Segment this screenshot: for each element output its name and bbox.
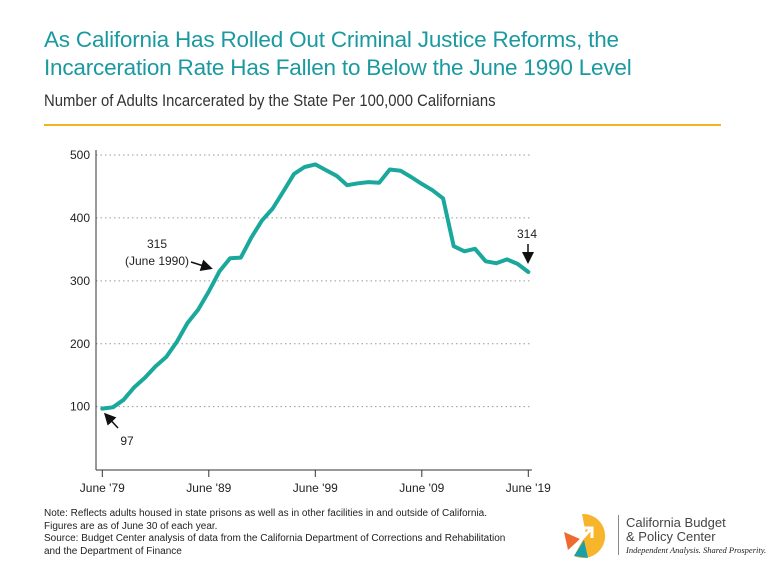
y-tick-label: 200 [70,337,90,351]
annotation-label: (June 1990) [125,254,189,268]
x-tick-label: June '99 [293,481,338,495]
x-tick-label: June '79 [80,481,125,495]
chart-title: As California Has Rolled Out Criminal Ju… [44,27,632,80]
annotation-label: 315 [147,237,167,251]
annotation-label: 97 [120,434,134,448]
y-tick-label: 500 [70,148,90,162]
y-tick-label: 300 [70,274,90,288]
divider [44,124,721,126]
x-tick-label: June '09 [399,481,444,495]
y-tick-label: 100 [70,400,90,414]
annotation-arrow [103,412,119,429]
series-line [100,162,531,411]
logo: California Budget & Policy Center Indepe… [560,512,768,562]
x-tick-label: June '19 [506,481,551,495]
x-tick-label: June '89 [186,481,231,495]
line-chart: 100 200 300 400 500 June '79 June '89 June '99 J… [70,148,551,495]
logo-mark-icon [564,513,606,558]
annotation-arrow [190,259,213,272]
chart-subtitle: Number of Adults Incarcerated by the Sta… [44,92,496,110]
y-tick-label: 400 [70,211,90,225]
annotation-label: 314 [517,227,537,241]
footnote: Note: Reflects adults housed in state pr… [44,508,506,557]
